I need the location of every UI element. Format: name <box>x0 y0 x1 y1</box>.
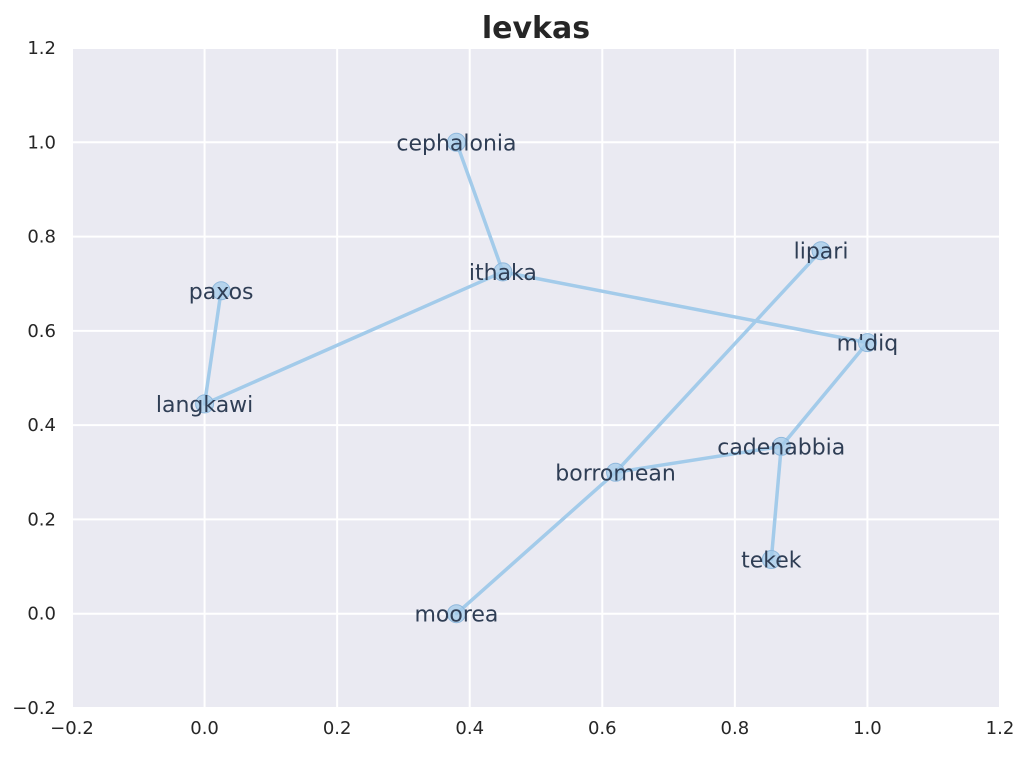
point-label: borromean <box>555 461 676 486</box>
point-label: paxos <box>189 280 254 305</box>
data-point <box>446 604 466 624</box>
edge-line <box>769 444 784 562</box>
y-axis-ticks: −0.2 0.0 0.2 0.4 0.6 0.8 1.0 1.2 <box>12 38 56 719</box>
x-tick-label: −0.2 <box>50 718 94 739</box>
data-point <box>493 262 513 282</box>
data-point <box>195 394 215 414</box>
data-point <box>761 550 781 569</box>
point-label: moorea <box>414 603 498 628</box>
y-tick-label: 1.2 <box>27 38 56 59</box>
edge-line <box>613 444 784 475</box>
point-label: ithaka <box>469 261 537 286</box>
point-label: m'diq <box>837 332 899 357</box>
edge-line <box>454 470 618 616</box>
point-label: langkawi <box>156 393 253 418</box>
point-label: tekek <box>741 549 802 574</box>
data-point <box>857 333 877 353</box>
x-tick-label: 0.4 <box>455 718 484 739</box>
point-label: lipari <box>794 240 849 265</box>
data-point <box>771 436 791 456</box>
data-point <box>606 462 626 482</box>
edge-line <box>501 270 870 345</box>
y-tick-label: 0.8 <box>27 227 56 248</box>
point-labels: cephalonia paxos lipari ithaka m'diq langkawi… <box>156 131 898 627</box>
x-axis-ticks: −0.2 0.0 0.2 0.4 0.6 0.8 1.0 1.2 <box>50 718 1014 739</box>
edge-line <box>779 340 870 449</box>
grid-lines <box>71 47 1001 709</box>
x-tick-label: 0.8 <box>721 718 750 739</box>
y-tick-label: 0.2 <box>27 509 56 530</box>
y-tick-label: 0.6 <box>27 321 56 342</box>
data-point <box>211 281 231 301</box>
chart-title: levkas <box>482 11 590 46</box>
edge-line <box>613 248 823 475</box>
point-label: cadenabbia <box>717 435 845 460</box>
y-tick-label: 0.0 <box>27 604 56 625</box>
edge-line <box>454 140 505 274</box>
edge-line <box>202 270 505 406</box>
edges <box>202 140 870 616</box>
data-point <box>446 132 466 152</box>
y-tick-label: 1.0 <box>27 132 56 153</box>
plot-area <box>72 48 1000 708</box>
x-tick-label: 1.2 <box>986 718 1015 739</box>
x-tick-label: 0.2 <box>323 718 352 739</box>
data-point <box>811 241 831 261</box>
x-tick-label: 1.0 <box>853 718 882 739</box>
x-tick-label: 0.6 <box>588 718 617 739</box>
edge-line <box>202 289 223 406</box>
y-tick-label: −0.2 <box>12 698 56 719</box>
markers <box>195 132 877 624</box>
x-tick-label: 0.0 <box>190 718 219 739</box>
y-tick-label: 0.4 <box>27 415 56 436</box>
point-label: cephalonia <box>396 131 516 156</box>
